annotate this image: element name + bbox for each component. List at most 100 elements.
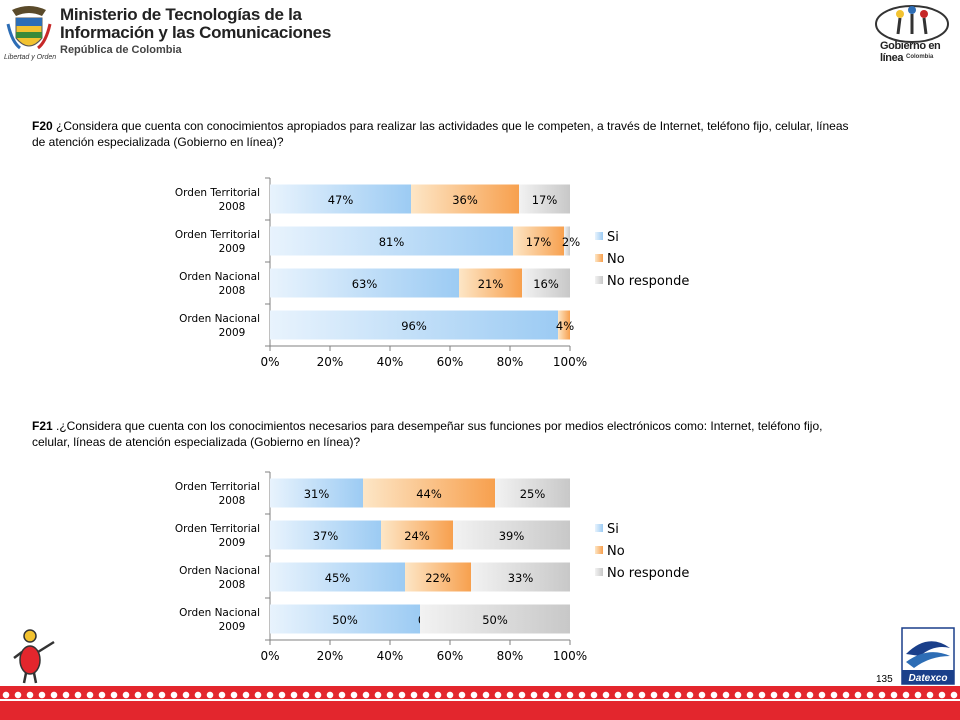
category-year-label: 2009: [219, 621, 246, 633]
bar-segment: [420, 604, 570, 634]
bar-segment: [405, 562, 471, 592]
legend-label: No responde: [607, 566, 689, 581]
ministry-line-1: Ministerio de Tecnologías de la: [60, 5, 302, 24]
mascot-figure-icon: [13, 629, 55, 684]
legend-swatch: [595, 232, 603, 240]
legend-label: No: [607, 544, 625, 559]
legend-swatch: [595, 276, 603, 284]
bar-segment: [522, 268, 570, 298]
category-year-label: 2009: [219, 243, 246, 255]
legend-swatch: [595, 546, 603, 554]
data-label: 17%: [526, 235, 552, 249]
bar-segment: [363, 478, 495, 508]
bar-segment: [453, 520, 570, 550]
question-f21: F21 .¿Considera que cuenta con los conoc…: [32, 418, 862, 450]
data-label: 39%: [499, 529, 525, 543]
ministry-logo-text: Ministerio de Tecnologías de la Informac…: [60, 6, 331, 56]
data-label: 47%: [328, 193, 354, 207]
bar-segment: [270, 562, 405, 592]
question-text: ¿Considera que cuenta con conocimientos …: [32, 119, 849, 149]
bar-segment: [381, 520, 453, 550]
legend-swatch: [595, 568, 603, 576]
legend-swatch: [595, 254, 603, 262]
gobierno-en-linea-text: Gobierno en línea: [880, 40, 941, 64]
data-label: 4%: [556, 319, 574, 333]
bar-segment: [270, 520, 381, 550]
bar-segment: [471, 562, 570, 592]
data-label: 36%: [452, 193, 478, 207]
chart-f20: 0% 20% 40% 60% 80% 100% Orden Territorial 2008 4…: [150, 172, 710, 384]
category-year-label: 2009: [219, 327, 246, 339]
category-year-label: 2008: [219, 285, 246, 297]
data-label: 37%: [313, 529, 339, 543]
footer-people-pattern: [0, 690, 960, 720]
chart-f21-svg: 0% 20% 40% 60% 80% 100% Orden Territorial 2008 3…: [175, 471, 689, 663]
data-label: 45%: [325, 571, 351, 585]
question-code: F21: [32, 419, 53, 433]
data-label: 17%: [532, 193, 558, 207]
gobierno-en-linea-logo-icon: [875, 5, 949, 43]
category-label: Orden Nacional: [179, 271, 260, 283]
bar-segment: [270, 268, 459, 298]
category-label: Orden Nacional: [179, 607, 260, 619]
category-label: Orden Territorial: [175, 229, 260, 241]
category-year-label: 2008: [219, 201, 246, 213]
data-label: 24%: [404, 529, 430, 543]
coat-of-arms-icon: [6, 6, 52, 50]
data-label: 22%: [425, 571, 451, 585]
data-label: 25%: [520, 487, 546, 501]
ministry-line-2: Información y las Comunicaciones: [60, 22, 331, 42]
question-text: .¿Considera que cuenta con los conocimie…: [32, 419, 823, 449]
bar-segment: [558, 310, 570, 340]
x-tick-label: 40%: [377, 355, 404, 369]
datexco-logo-icon: Datexco: [901, 627, 955, 685]
category-year-label: 2008: [219, 495, 246, 507]
category-label: Orden Nacional: [179, 313, 260, 325]
bar-segment: [270, 604, 420, 634]
bar-segment: [513, 226, 564, 256]
legend-swatch: [595, 524, 603, 532]
legend-label: No responde: [607, 274, 689, 289]
data-label: 50%: [332, 613, 358, 627]
ministry-line-3: República de Colombia: [60, 43, 182, 56]
category-label: Orden Territorial: [175, 481, 260, 493]
x-tick-label: 20%: [317, 355, 344, 369]
data-label: 63%: [352, 277, 378, 291]
x-tick-label: 20%: [317, 649, 344, 663]
data-label: 44%: [416, 487, 442, 501]
x-tick-label: 80%: [497, 355, 524, 369]
header: Libertad y Orden Ministerio de Tecnologí…: [0, 0, 960, 80]
datexco-logo-text: Datexco: [909, 673, 948, 684]
legend-label: No: [607, 252, 625, 267]
bar-segment: [519, 184, 570, 214]
footer-band: [0, 686, 960, 720]
x-tick-label: 0%: [260, 649, 279, 663]
legend-label: Si: [607, 230, 619, 245]
x-tick-label: 80%: [497, 649, 524, 663]
x-tick-label: 0%: [260, 355, 279, 369]
data-label: 31%: [304, 487, 330, 501]
category-label: Orden Territorial: [175, 523, 260, 535]
category-year-label: 2008: [219, 579, 246, 591]
x-tick-label: 60%: [437, 355, 464, 369]
x-tick-label: 60%: [437, 649, 464, 663]
category-label: Orden Territorial: [175, 187, 260, 199]
gobierno-en-linea-subtext: Colombia: [906, 54, 934, 60]
question-code: F20: [32, 119, 53, 133]
bar-segment: [270, 478, 363, 508]
bar-segment: [411, 184, 519, 214]
chart-f21: 0% 20% 40% 60% 80% 100% Orden Territorial 2008 3…: [150, 466, 710, 678]
page-number: 135: [876, 674, 893, 685]
category-label: Orden Nacional: [179, 565, 260, 577]
bar-segment: [270, 310, 558, 340]
data-label: 2%: [562, 235, 580, 249]
data-label: 16%: [533, 277, 559, 291]
bar-segment: [270, 226, 513, 256]
bar-segment: [564, 226, 570, 256]
data-label: 50%: [482, 613, 508, 627]
crest-caption: Libertad y Orden: [4, 54, 57, 61]
x-tick-label: 40%: [377, 649, 404, 663]
category-year-label: 2009: [219, 537, 246, 549]
bar-segment: [495, 478, 570, 508]
x-tick-label: 100%: [553, 355, 587, 369]
